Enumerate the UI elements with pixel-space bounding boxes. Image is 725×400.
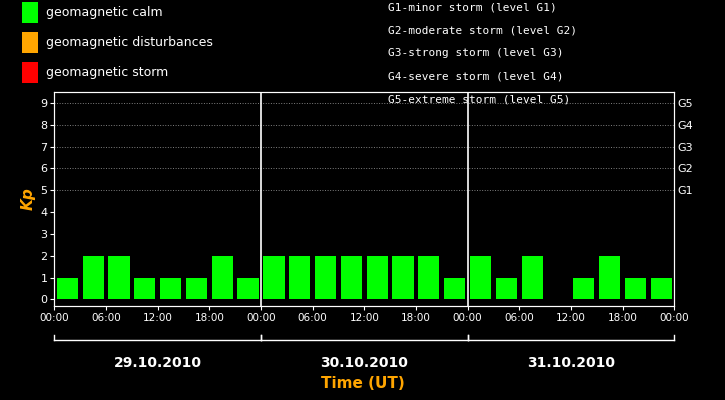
Bar — [289, 256, 310, 300]
Bar — [521, 256, 543, 300]
Text: geomagnetic disturbances: geomagnetic disturbances — [46, 36, 213, 49]
Text: geomagnetic storm: geomagnetic storm — [46, 66, 169, 79]
Bar — [160, 278, 181, 300]
Text: 30.10.2010: 30.10.2010 — [320, 356, 408, 370]
Bar — [573, 278, 594, 300]
Bar — [470, 256, 491, 300]
Text: G1-minor storm (level G1): G1-minor storm (level G1) — [388, 2, 557, 12]
Bar — [651, 278, 672, 300]
Bar — [496, 278, 517, 300]
Text: geomagnetic calm: geomagnetic calm — [46, 6, 163, 19]
Text: 29.10.2010: 29.10.2010 — [114, 356, 202, 370]
Bar — [315, 256, 336, 300]
Bar — [108, 256, 130, 300]
Bar — [57, 278, 78, 300]
Y-axis label: Kp: Kp — [21, 188, 36, 210]
Text: Time (UT): Time (UT) — [320, 376, 405, 391]
Bar — [341, 256, 362, 300]
Bar — [625, 278, 646, 300]
Bar — [134, 278, 155, 300]
Text: 31.10.2010: 31.10.2010 — [527, 356, 615, 370]
Bar — [238, 278, 259, 300]
Bar — [599, 256, 621, 300]
Bar — [444, 278, 465, 300]
Text: G5-extreme storm (level G5): G5-extreme storm (level G5) — [388, 95, 570, 105]
Bar — [186, 278, 207, 300]
Bar — [392, 256, 414, 300]
Bar — [418, 256, 439, 300]
Text: G3-strong storm (level G3): G3-strong storm (level G3) — [388, 48, 563, 58]
Text: G4-severe storm (level G4): G4-severe storm (level G4) — [388, 72, 563, 82]
Bar — [263, 256, 284, 300]
Text: G2-moderate storm (level G2): G2-moderate storm (level G2) — [388, 25, 577, 35]
Bar — [367, 256, 388, 300]
Bar — [212, 256, 233, 300]
Bar — [83, 256, 104, 300]
